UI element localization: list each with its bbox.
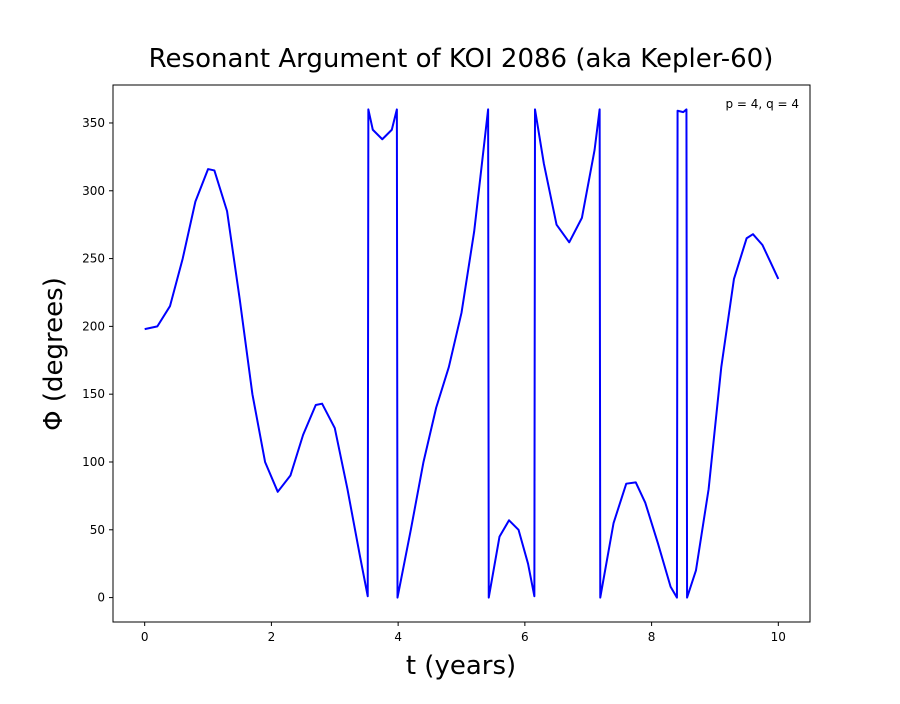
y-tick-label: 100 xyxy=(82,455,105,469)
y-tick-label: 150 xyxy=(82,387,105,401)
x-tick-label: 10 xyxy=(771,630,786,644)
x-tick-label: 8 xyxy=(648,630,656,644)
chart-title: Resonant Argument of KOI 2086 (aka Keple… xyxy=(149,44,774,74)
y-axis-label: Φ (degrees) xyxy=(39,277,69,431)
data-line xyxy=(144,108,780,599)
x-tick-label: 6 xyxy=(521,630,529,644)
annotation: p = 4, q = 4 xyxy=(726,97,800,111)
y-tick-label: 350 xyxy=(82,116,105,130)
y-tick-label: 200 xyxy=(82,319,105,333)
y-tick-label: 300 xyxy=(82,184,105,198)
x-tick-label: 4 xyxy=(394,630,402,644)
x-axis-label: t (years) xyxy=(406,651,516,681)
y-tick-label: 50 xyxy=(90,523,105,537)
y-tick-label: 250 xyxy=(82,252,105,266)
x-tick-label: 2 xyxy=(268,630,276,644)
y-tick-label: 0 xyxy=(97,591,105,605)
x-tick-label: 0 xyxy=(141,630,149,644)
plot-frame xyxy=(112,84,811,623)
